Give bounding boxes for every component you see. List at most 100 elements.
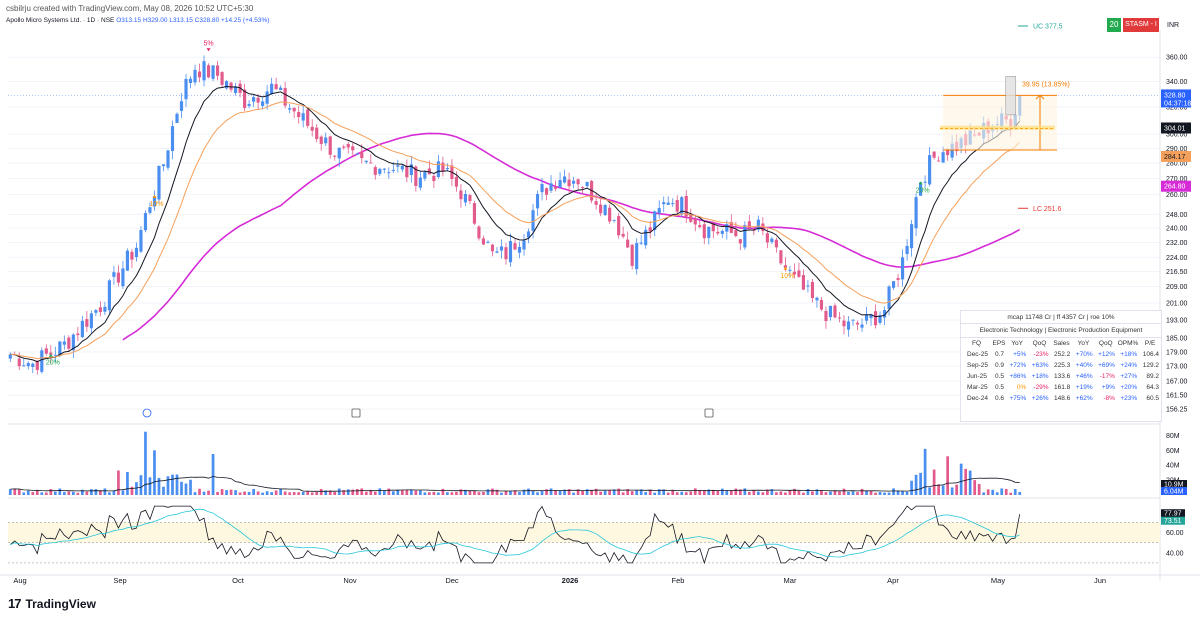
- candle-body: [504, 247, 508, 260]
- candle-body: [220, 72, 224, 85]
- volume-bar: [937, 484, 940, 495]
- volume-bar: [901, 491, 904, 495]
- candle-body: [80, 320, 84, 337]
- fund-cell: -29%: [1033, 384, 1049, 391]
- volume-bar: [283, 491, 287, 495]
- candle-body: [919, 182, 923, 196]
- stasm-badge[interactable]: STASM - I: [1123, 18, 1159, 32]
- signal-marker-icon: [152, 195, 157, 199]
- candle-body: [481, 238, 486, 245]
- fund-cell: +46%: [1075, 373, 1093, 380]
- candle-body: [328, 136, 332, 155]
- candle-body: [716, 231, 720, 234]
- volume-bar: [473, 490, 476, 495]
- tradingview-logo-icon: 17: [8, 596, 22, 611]
- candle-body: [873, 311, 878, 326]
- volume-bar: [711, 489, 715, 495]
- volume-bar: [432, 491, 436, 495]
- volume-bar: [58, 488, 62, 495]
- x-tick-label: Feb: [672, 576, 685, 585]
- candle-body: [477, 226, 481, 239]
- volume-bar: [779, 491, 783, 495]
- y-tick-label: 260.00: [1166, 192, 1188, 199]
- fund-cell: 252.2: [1054, 351, 1071, 358]
- y-tick-label: 340.00: [1166, 79, 1188, 86]
- symbol-legend[interactable]: Apollo Micro Systems Ltd. · 1D · NSE O31…: [6, 17, 269, 24]
- currency-label: INR: [1167, 22, 1180, 29]
- volume-bar: [982, 492, 986, 495]
- vol-tag-bg: [1161, 480, 1187, 488]
- volume-bar: [243, 491, 246, 495]
- volume-bar: [968, 470, 972, 495]
- candle-body: [261, 101, 265, 106]
- candle-body: [833, 305, 837, 318]
- volume-bar: [563, 489, 566, 495]
- volume-bar: [734, 488, 738, 495]
- volume-bar: [500, 492, 503, 495]
- volume-bar: [270, 492, 273, 495]
- vol-tick-label: 60M: [1166, 448, 1180, 455]
- x-tick-label: Oct: [232, 576, 245, 585]
- candle-body: [112, 272, 116, 277]
- volume-bar: [599, 491, 602, 495]
- volume-bar: [964, 468, 968, 495]
- candle-body: [170, 126, 175, 152]
- volume-bar: [387, 488, 391, 495]
- candle-body: [608, 207, 612, 222]
- fund-cell: 0.6: [994, 395, 1004, 402]
- volume-bar: [860, 488, 864, 495]
- candle-body: [937, 160, 941, 162]
- volume-bar: [738, 489, 742, 495]
- volume-bar: [468, 490, 472, 495]
- fund-cell: +19%: [1075, 384, 1093, 391]
- candle-body: [441, 162, 445, 172]
- volume-bar: [545, 489, 548, 495]
- timeframe-badge[interactable]: 20: [1107, 18, 1121, 32]
- y-tick-label: 216.50: [1166, 269, 1188, 276]
- volume-bar: [833, 490, 837, 495]
- fund-col-8: P/E: [1144, 340, 1156, 347]
- x-tick-label: Mar: [784, 576, 797, 585]
- candle-body: [58, 341, 62, 356]
- y-tick-label: 201.00: [1166, 300, 1188, 307]
- candle-body: [585, 181, 589, 187]
- volume-bar: [130, 486, 134, 495]
- volume-bar: [306, 491, 310, 495]
- fund-cell: +9%: [1101, 384, 1115, 391]
- volume-bar: [509, 491, 512, 495]
- volume-bar: [148, 477, 152, 495]
- volume-bar: [991, 489, 995, 495]
- candle-body: [369, 162, 373, 164]
- candle-body: [648, 227, 652, 232]
- volume-bar: [441, 488, 445, 495]
- volume-bar: [707, 489, 711, 495]
- volume-bar: [405, 489, 409, 495]
- support-zone: [940, 125, 1055, 130]
- candle-body: [526, 231, 531, 238]
- volume-bar: [423, 492, 427, 495]
- candle-body: [94, 310, 98, 313]
- volume-bar: [923, 448, 927, 495]
- fund-cell: 0.5: [994, 384, 1004, 391]
- y-tick-label: 209.00: [1166, 284, 1188, 291]
- tradingview-brand[interactable]: 17 TradingView: [8, 596, 96, 611]
- volume-bar: [802, 492, 805, 495]
- volume-bar: [301, 491, 305, 495]
- volume-bar: [297, 492, 301, 495]
- candle-body: [824, 310, 828, 322]
- volume-bar: [491, 488, 494, 495]
- candle-body: [941, 152, 945, 163]
- volume-bar: [396, 489, 400, 495]
- y-tick-label: 173.00: [1166, 364, 1188, 371]
- vol-tag: 6.04M: [1164, 489, 1184, 496]
- volume-bar: [788, 490, 792, 495]
- x-tick-label: Apr: [887, 576, 899, 585]
- fund-col-4: Sales: [1053, 340, 1070, 347]
- volume-bar: [446, 492, 449, 495]
- rsi-tag: 77.97: [1164, 511, 1182, 518]
- candle-body: [725, 224, 729, 232]
- candle-body: [333, 155, 337, 157]
- candle-body: [842, 320, 846, 327]
- candle-body: [644, 229, 648, 246]
